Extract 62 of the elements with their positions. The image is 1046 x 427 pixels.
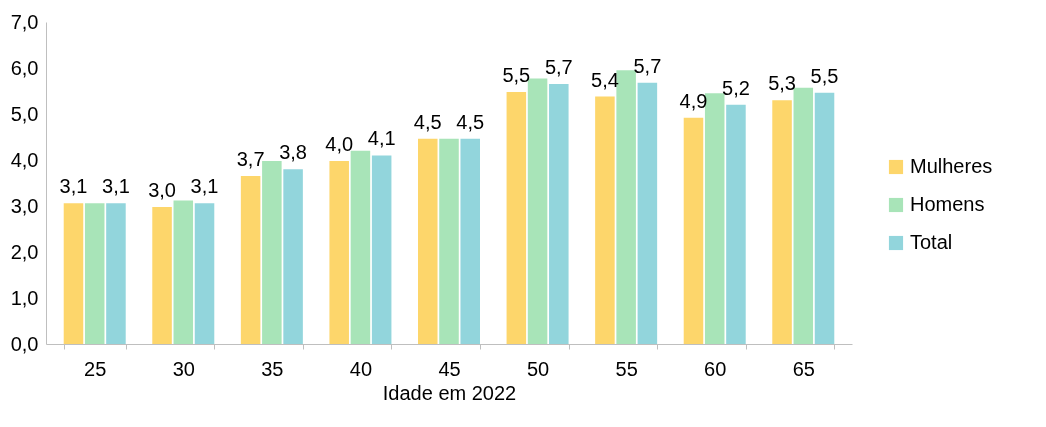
y-tick-label: 3,0 <box>10 194 39 217</box>
bar <box>793 87 814 344</box>
x-tick-label: 60 <box>704 357 727 380</box>
data-label: 5,4 <box>591 68 619 91</box>
data-label: 3,1 <box>190 175 219 198</box>
data-label: 4,1 <box>367 127 396 150</box>
legend-label: Homens <box>910 193 985 215</box>
bar <box>63 203 84 344</box>
y-tick-label: 0,0 <box>10 332 39 355</box>
bar <box>460 138 480 344</box>
bar <box>262 160 282 344</box>
y-tick-label: 6,0 <box>10 56 39 79</box>
y-tick-label: 1,0 <box>10 286 39 309</box>
bar <box>595 96 615 344</box>
bar <box>329 160 349 344</box>
data-label: 5,5 <box>810 64 839 87</box>
data-label: 5,7 <box>544 56 573 79</box>
data-label: 5,3 <box>768 72 796 95</box>
bar <box>549 84 569 344</box>
legend-label: Mulheres <box>910 155 993 177</box>
data-label: 3,1 <box>102 175 130 198</box>
x-tick-label: 45 <box>438 357 461 380</box>
data-label: 3,7 <box>236 148 265 171</box>
data-label: 4,0 <box>325 132 354 155</box>
bar <box>173 200 194 344</box>
data-label: 3,8 <box>279 141 307 164</box>
bar <box>772 100 792 344</box>
bar <box>418 138 438 344</box>
y-tick-label: 7,0 <box>10 10 39 33</box>
x-tick-label: 40 <box>349 357 373 380</box>
bar <box>439 138 459 344</box>
data-label: 5,2 <box>722 76 750 99</box>
bar <box>371 155 392 344</box>
y-tick-label: 4,0 <box>10 148 39 171</box>
data-label: 3,0 <box>148 178 176 201</box>
bar <box>637 82 658 344</box>
data-label: 4,5 <box>413 110 442 133</box>
bar <box>84 203 105 344</box>
x-axis-title: Idade em 2022 <box>382 381 517 404</box>
legend-label: Total <box>910 231 953 253</box>
data-label: 3,1 <box>59 175 88 198</box>
bar <box>240 176 261 344</box>
data-label: 5,7 <box>633 54 662 77</box>
data-label: 4,5 <box>456 110 485 133</box>
bar <box>506 91 527 344</box>
y-tick-label: 5,0 <box>10 102 39 125</box>
data-label: 5,5 <box>502 63 531 86</box>
bar <box>194 203 215 344</box>
bar <box>152 206 172 344</box>
bar <box>106 203 126 344</box>
data-label: 4,9 <box>679 89 708 112</box>
bar <box>726 104 746 344</box>
bar <box>814 92 835 344</box>
x-tick-label: 25 <box>84 357 107 380</box>
x-tick-label: 65 <box>792 357 815 380</box>
x-tick-label: 30 <box>172 357 195 380</box>
x-tick-label: 55 <box>615 357 638 380</box>
bar <box>283 169 303 344</box>
y-tick-label: 2,0 <box>10 240 39 263</box>
bar <box>683 117 704 344</box>
x-tick-label: 35 <box>261 357 284 380</box>
x-tick-label: 50 <box>526 357 550 380</box>
